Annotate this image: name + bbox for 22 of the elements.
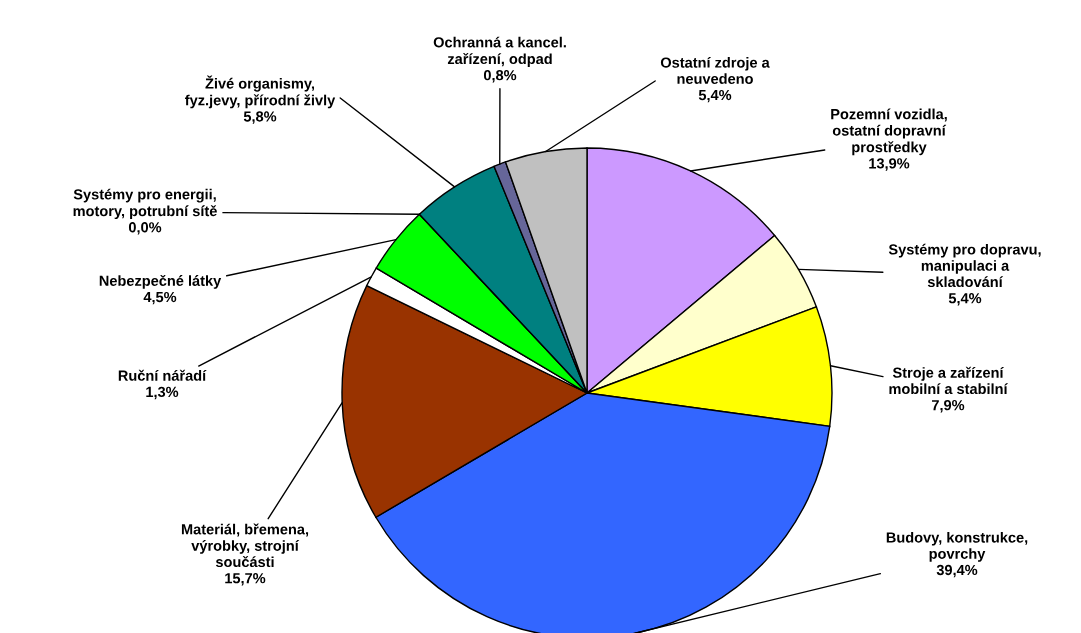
slice-label: Nebezpečné látky — [99, 274, 222, 289]
data-label: 39,4% — [936, 564, 978, 578]
slice-label: Pozemní vozidla, ostatní dopravní prostředky — [831, 108, 947, 156]
text: 0,0% — [128, 222, 162, 235]
data-label: 1,3% — [146, 386, 179, 400]
slice-label: Ruční nářadí — [118, 369, 207, 381]
slice-label: Ostatní zdroje a neuvedeno — [660, 56, 770, 84]
data-label: 4,5% — [143, 291, 177, 305]
slice-label: Budovy, konstrukce, povrchy — [886, 531, 1028, 562]
category-label: Systémy pro energii, motory, potrubní sítě — [73, 188, 217, 220]
slice-label: Materiál, břemena, výrobky, strojní součásti — [181, 523, 309, 568]
data-label: 13,9% — [869, 158, 910, 171]
slice-label: Živé organismy, fyz.jevy, přírodní živly — [185, 75, 336, 109]
data-label: 15,7% — [225, 573, 266, 586]
data-label: 0,8% — [483, 70, 517, 83]
slice-label: Ochranná a kancel. zařízení, odpad — [433, 36, 566, 67]
data-label: 5,4% — [698, 89, 732, 103]
slice-label: Stroje a zařízení mobilní a stabilní — [889, 366, 1008, 395]
data-label: 5,8% — [243, 111, 277, 124]
data-label: 5,4% — [948, 293, 982, 306]
slice-label: Systémy pro dopravu, manipulaci a skladování — [888, 243, 1041, 288]
data-label: 7,9% — [932, 399, 965, 413]
